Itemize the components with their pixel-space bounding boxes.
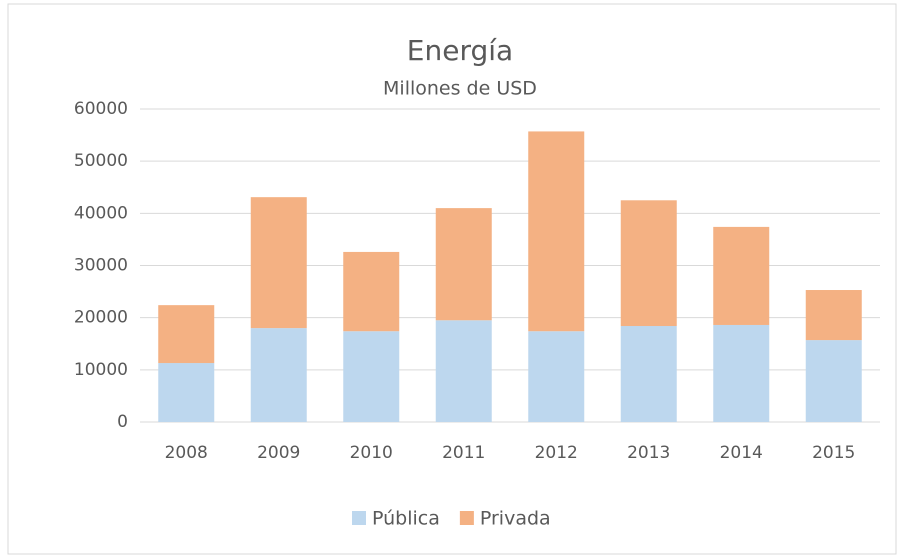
- x-tick-label: 2012: [535, 443, 578, 463]
- legend-label: Pública: [372, 508, 440, 530]
- chart-subtitle: Millones de USD: [383, 78, 537, 100]
- legend-swatch: [459, 511, 474, 525]
- bar-segment: [620, 200, 677, 327]
- y-tick-label: 50000: [74, 151, 128, 171]
- chart-title: Energía: [407, 34, 513, 67]
- bar-segment: [805, 340, 862, 422]
- bar-segment: [435, 320, 492, 422]
- bar-segment: [528, 131, 585, 332]
- bar-segment: [343, 251, 400, 332]
- y-tick-label: 10000: [74, 360, 128, 380]
- y-tick-label: 40000: [74, 203, 128, 223]
- x-tick-label: 2009: [257, 443, 300, 463]
- x-tick-label: 2013: [627, 443, 670, 463]
- bar-segment: [250, 197, 307, 329]
- x-tick-label: 2011: [442, 443, 485, 463]
- bar-segment: [158, 305, 215, 364]
- y-tick-label: 60000: [74, 99, 128, 119]
- x-tick-label: 2010: [350, 443, 393, 463]
- bar-segment: [713, 226, 770, 325]
- x-tick-label: 2014: [720, 443, 763, 463]
- bar-segment: [343, 331, 400, 422]
- x-tick-label: 2015: [812, 443, 855, 463]
- y-tick-label: 20000: [74, 308, 128, 328]
- bar-segment: [435, 208, 492, 321]
- legend-swatch: [352, 511, 366, 525]
- y-tick-label: 30000: [74, 256, 128, 276]
- y-tick-label: 0: [117, 412, 128, 432]
- bar-segment: [805, 290, 862, 341]
- bar-segment: [713, 324, 770, 422]
- bar-segment: [158, 363, 215, 422]
- x-tick-label: 2008: [165, 443, 208, 463]
- bar-segment: [528, 331, 585, 422]
- bar-segment: [620, 326, 677, 422]
- legend-label: Privada: [480, 508, 551, 530]
- bar-segment: [250, 328, 307, 422]
